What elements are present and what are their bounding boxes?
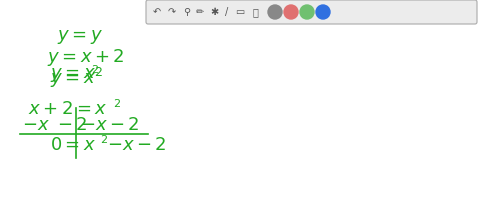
Text: ✱: ✱ bbox=[210, 7, 218, 17]
Text: ✏: ✏ bbox=[196, 7, 204, 17]
Text: $y = x^{2}$: $y = x^{2}$ bbox=[50, 66, 103, 90]
Text: $y = x+2$: $y = x+2$ bbox=[47, 47, 125, 68]
Text: ▭: ▭ bbox=[235, 7, 245, 17]
Text: $-x-2$: $-x-2$ bbox=[107, 136, 167, 154]
Text: ⚲: ⚲ bbox=[183, 7, 191, 17]
FancyBboxPatch shape bbox=[146, 0, 477, 24]
Text: 🖼: 🖼 bbox=[252, 7, 258, 17]
Text: $2$: $2$ bbox=[113, 97, 121, 109]
Text: /: / bbox=[226, 7, 228, 17]
Circle shape bbox=[284, 5, 298, 19]
Text: $y = x$: $y = x$ bbox=[50, 66, 96, 84]
Text: $x+2 = x$: $x+2 = x$ bbox=[28, 100, 108, 118]
Text: $0 = x$: $0 = x$ bbox=[50, 136, 96, 154]
Text: $2$: $2$ bbox=[100, 133, 108, 145]
Text: $y = y$: $y = y$ bbox=[57, 28, 103, 46]
Text: ↶: ↶ bbox=[153, 7, 161, 17]
Circle shape bbox=[316, 5, 330, 19]
Text: $-x\ -2$: $-x\ -2$ bbox=[22, 116, 87, 134]
Text: ↷: ↷ bbox=[168, 7, 176, 17]
Circle shape bbox=[268, 5, 282, 19]
Circle shape bbox=[300, 5, 314, 19]
Text: $-x-2$: $-x-2$ bbox=[80, 116, 140, 134]
Text: $2$: $2$ bbox=[91, 63, 99, 75]
